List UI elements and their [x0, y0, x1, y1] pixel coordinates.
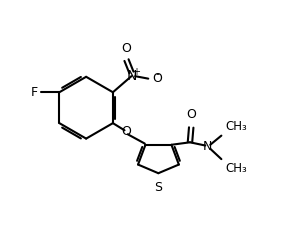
Text: O: O	[122, 125, 132, 138]
Text: N: N	[203, 140, 212, 153]
Text: O: O	[122, 42, 132, 55]
Text: O: O	[152, 72, 162, 85]
Text: CH₃: CH₃	[225, 162, 247, 174]
Text: CH₃: CH₃	[225, 120, 247, 133]
Text: F: F	[31, 86, 38, 99]
Text: S: S	[154, 180, 162, 194]
Text: +: +	[132, 67, 140, 77]
Text: -: -	[155, 69, 159, 79]
Text: O: O	[186, 108, 196, 121]
Text: N: N	[126, 69, 137, 83]
